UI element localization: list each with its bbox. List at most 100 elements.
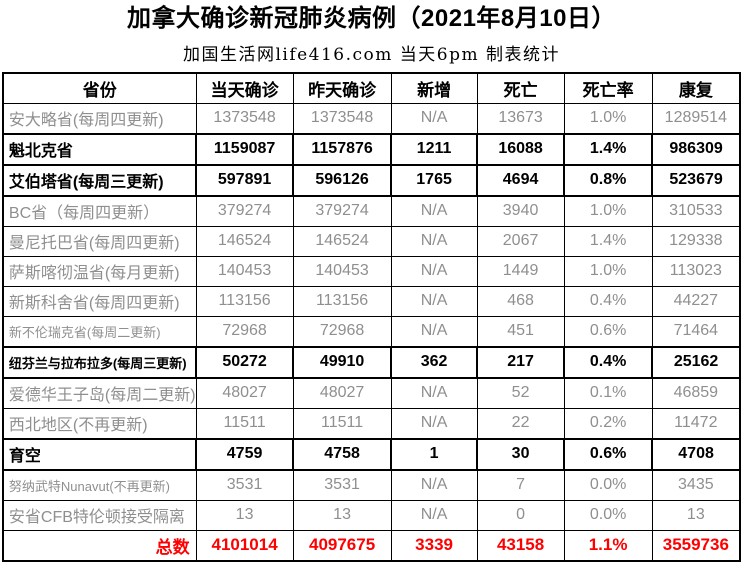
table-body: 安大略省(每周四更新) 1373548 1373548 N/A 13673 1.0% 128… (1, 102, 742, 562)
value-cell: 1.4% (563, 225, 653, 257)
value-cell: N/A (390, 195, 478, 227)
table-row: 努纳武特Nunavut(不再更新) 3531 3531 N/A 7 0.0% 3435 (2, 469, 741, 501)
column-header-2: 昨天确诊 (292, 72, 392, 104)
value-cell: N/A (390, 407, 478, 440)
table-row: 安大略省(每周四更新) 1373548 1373548 N/A 13673 1.0% 128… (2, 102, 741, 135)
province-label: 新斯科舍省(每周四更新) (2, 285, 197, 317)
province-label: 安大略省(每周四更新) (2, 102, 197, 135)
value-cell: 523679 (651, 163, 742, 197)
value-cell: 0.6% (563, 315, 653, 348)
province-label: 萨斯喀彻温省(每月更新) (2, 255, 197, 287)
value-cell: 72968 (292, 315, 392, 348)
value-cell: 13 (651, 499, 741, 531)
value-cell: 468 (476, 285, 565, 317)
value-cell: 7 (476, 469, 565, 501)
table-row: 萨斯喀彻温省(每月更新) 140453 140453 N/A 1449 1.0% 11302… (2, 255, 741, 287)
page-title: 加拿大确诊新冠肺炎病例（2021年8月10日） (127, 5, 616, 32)
covid-cases-table: 省份 当天确诊 昨天确诊 新增 死亡 死亡率 康复 安大略省(每周四更新) 1373548 13… (1, 71, 742, 562)
value-cell: 0 (476, 499, 565, 531)
value-cell: 43158 (476, 529, 565, 562)
province-label: 艾伯塔省(每周三更新) (1, 163, 198, 197)
value-cell: 146524 (195, 225, 294, 257)
value-cell: 3531 (195, 469, 294, 501)
value-cell: 0.1% (563, 377, 653, 409)
value-cell: 3339 (390, 529, 478, 562)
province-label: 新不伦瑞克省(每周二更新) (2, 315, 197, 348)
value-cell: 4758 (292, 437, 393, 471)
value-cell: 362 (390, 345, 479, 379)
value-cell: 379274 (292, 195, 392, 227)
value-cell: 13 (195, 499, 294, 531)
value-cell: 4694 (476, 163, 566, 197)
province-label: BC省（每周四更新） (2, 195, 197, 227)
value-cell: 1157876 (292, 132, 393, 166)
value-cell: 1.0% (563, 255, 653, 287)
value-cell: 451 (476, 315, 565, 348)
table-row: BC省（每周四更新） 379274 379274 N/A 3940 1.0% 310533 (2, 195, 741, 227)
value-cell: 310533 (651, 195, 741, 227)
value-cell: N/A (390, 377, 478, 409)
value-cell: 50272 (195, 345, 295, 379)
value-cell: 146524 (292, 225, 392, 257)
value-cell: 3559736 (651, 529, 741, 562)
value-cell: 72968 (195, 315, 294, 348)
value-cell: 46859 (651, 377, 741, 409)
province-label: 努纳武特Nunavut(不再更新) (2, 469, 197, 501)
value-cell: N/A (390, 499, 478, 531)
value-cell: 13 (292, 499, 392, 531)
value-cell: N/A (390, 285, 478, 317)
value-cell: 0.0% (563, 469, 653, 501)
value-cell: 1.4% (563, 132, 654, 166)
province-label: 纽芬兰与拉布拉多(每周三更新) (1, 345, 198, 379)
value-cell: 129338 (651, 225, 741, 257)
province-label: 安省CFB特伦顿接受隔离 (2, 499, 197, 531)
value-cell: 3940 (476, 195, 565, 227)
value-cell: N/A (390, 225, 478, 257)
table-row: 安省CFB特伦顿接受隔离 13 13 N/A 0 0.0% 13 (2, 499, 741, 531)
province-label: 总数 (2, 529, 197, 562)
value-cell: 1211 (390, 132, 479, 166)
value-cell: 140453 (195, 255, 294, 287)
value-cell: N/A (390, 102, 478, 135)
value-cell: 16088 (476, 132, 566, 166)
value-cell: 217 (476, 345, 566, 379)
value-cell: 11511 (292, 407, 392, 440)
province-label: 爱德华王子岛(每周二更新) (2, 377, 197, 409)
table-row: 新不伦瑞克省(每周二更新) 72968 72968 N/A 451 0.6% 71464 (2, 315, 741, 348)
value-cell: 1.0% (563, 195, 653, 227)
value-cell: 0.6% (563, 437, 654, 471)
value-cell: 0.0% (563, 499, 653, 531)
header-row: 省份 当天确诊 昨天确诊 新增 死亡 死亡率 康复 (2, 72, 741, 104)
table-row: 纽芬兰与拉布拉多(每周三更新) 50272 49910 362 217 0.4% 25162 (1, 345, 742, 379)
value-cell: 11511 (195, 407, 294, 440)
table-row: 艾伯塔省(每周三更新) 597891 596126 1765 4694 0.8% 52367… (1, 163, 742, 197)
table-row: 新斯科舍省(每周四更新) 113156 113156 N/A 468 0.4% 44227 (2, 285, 741, 317)
value-cell: 113156 (195, 285, 294, 317)
value-cell: 3531 (292, 469, 392, 501)
value-cell: 71464 (651, 315, 741, 348)
province-label: 曼尼托巴省(每周四更新) (2, 225, 197, 257)
value-cell: 1289514 (651, 102, 741, 135)
value-cell: 1.0% (563, 102, 653, 135)
value-cell: 597891 (195, 163, 295, 197)
value-cell: 49910 (292, 345, 393, 379)
value-cell: 140453 (292, 255, 392, 287)
value-cell: 11472 (651, 407, 741, 440)
value-cell: 1 (390, 437, 479, 471)
value-cell: 52 (476, 377, 565, 409)
column-header-1: 当天确诊 (195, 72, 294, 104)
column-header-0: 省份 (2, 72, 197, 104)
table-row: 育空 4759 4758 1 30 0.6% 4708 (1, 437, 742, 471)
province-label: 魁北克省 (1, 132, 198, 166)
value-cell: 30 (476, 437, 566, 471)
total-row: 总数 4101014 4097675 3339 43158 1.1% 3559736 (2, 529, 741, 562)
table-row: 曼尼托巴省(每周四更新) 146524 146524 N/A 2067 1.4% 12933… (2, 225, 741, 257)
value-cell: 0.4% (563, 285, 653, 317)
value-cell: N/A (390, 469, 478, 501)
value-cell: 4759 (195, 437, 295, 471)
table-row: 魁北克省 1159087 1157876 1211 16088 1.4% 986309 (1, 132, 742, 166)
province-label: 育空 (1, 437, 198, 471)
value-cell: 3435 (651, 469, 741, 501)
column-header-6: 康复 (651, 72, 741, 104)
